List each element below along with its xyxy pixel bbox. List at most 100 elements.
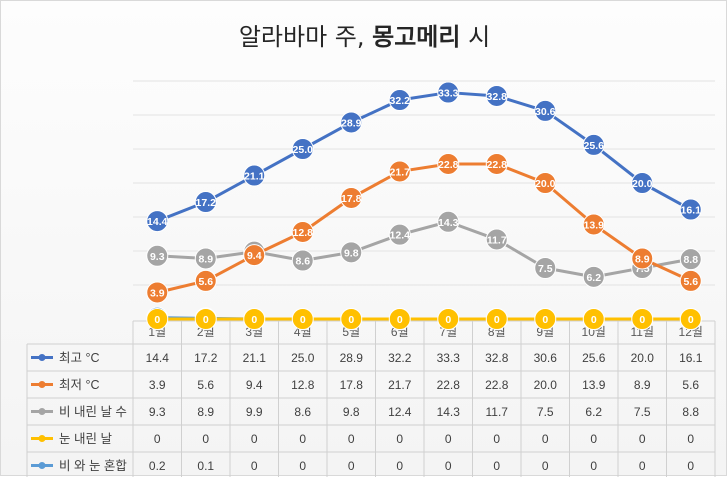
table-value: 8.9 [634,378,651,392]
table-value: 30.6 [534,351,558,365]
data-label: 21.1 [244,171,265,183]
table-value: 0 [590,432,597,446]
data-label: 30.6 [535,106,556,118]
data-marker [194,269,217,292]
data-marker [291,138,314,160]
data-marker [679,248,702,271]
data-marker [485,228,508,251]
table-value: 28.9 [340,351,364,365]
table-value: 0 [687,432,694,446]
table-value: 0 [154,432,161,446]
data-label: 12.8 [293,227,314,239]
chart-title-city: 몽고메리 [372,23,461,51]
data-marker [679,269,702,292]
table-value: 0 [445,459,452,473]
data-marker [485,152,508,175]
table-value: 8.8 [682,405,699,419]
data-label: 16.1 [681,205,702,217]
data-marker [243,164,266,187]
table-value: 5.6 [682,378,699,392]
data-marker [340,186,363,209]
data-label: 25.6 [584,140,605,152]
data-marker [388,89,411,112]
table-value: 0 [202,432,209,446]
data-label: 9.3 [150,251,165,263]
data-marker [340,308,363,330]
data-marker [534,257,557,279]
series-name: 비 와 눈 혼합 [59,459,127,473]
table-value: 0 [639,432,646,446]
data-marker [679,308,702,330]
data-label: 0 [494,314,500,326]
data-label: 9.8 [344,247,359,259]
legend-key-marker [38,408,46,415]
legend-key-marker [38,462,46,469]
data-label: 22.8 [487,159,508,171]
series-name: 최저 °C [59,378,100,392]
data-marker [194,247,217,270]
table-value: 20.0 [631,351,655,365]
data-label: 0 [348,314,354,326]
data-marker [679,198,702,221]
data-label: 8.6 [295,256,310,268]
data-marker [388,308,411,330]
table-value: 3.9 [149,378,166,392]
data-label: 0 [639,314,645,326]
data-label: 7.5 [538,263,553,275]
table-value: 0.1 [197,459,214,473]
data-marker [631,247,654,270]
data-label: 13.9 [584,219,605,231]
table-value: 0 [396,432,403,446]
data-label: 17.2 [196,197,217,209]
table-value: 0 [396,459,403,473]
table-value: 9.9 [246,405,263,419]
data-marker [485,84,508,107]
table-value: 21.7 [388,378,412,392]
x-tick-label: 12월 [679,325,703,339]
data-label: 12.4 [390,230,411,242]
table-value: 22.8 [437,378,461,392]
data-label: 21.7 [390,166,411,178]
table-value: 14.4 [146,351,170,365]
table-value: 9.3 [149,405,166,419]
series-line [156,91,692,223]
x-tick-label: 10월 [582,325,606,339]
table-value: 5.6 [197,378,214,392]
data-label: 0 [397,314,403,326]
data-label: 0 [251,314,257,326]
data-marker [194,191,217,214]
data-marker [534,172,557,194]
table-value: 32.8 [485,351,509,365]
data-label: 20.0 [632,178,653,190]
table-value: 0 [251,432,258,446]
data-marker [146,210,169,233]
data-label: 0 [445,314,451,326]
data-label: 32.2 [390,95,411,107]
table-value: 0 [299,432,306,446]
table-value: 7.5 [634,405,651,419]
data-marker [388,223,411,246]
table-value: 13.9 [582,378,606,392]
table-value: 8.9 [197,405,214,419]
table-value: 9.8 [343,405,360,419]
table-value: 20.0 [534,378,558,392]
data-label: 32.8 [487,91,508,103]
data-marker [146,244,169,267]
data-marker [291,249,314,272]
table-value: 8.6 [294,405,311,419]
data-marker [437,210,460,233]
series-name: 눈 내린 날 [59,432,112,446]
legend-key-marker [38,381,46,388]
data-marker [146,308,169,330]
data-label: 0 [203,314,209,326]
table-value: 12.4 [388,405,412,419]
data-label: 0 [591,314,597,326]
table-value: 32.2 [388,351,412,365]
table-value: 25.0 [291,351,315,365]
data-label: 28.9 [341,117,362,129]
data-marker [534,99,557,122]
data-label: 22.8 [438,159,459,171]
table-value: 22.8 [485,378,509,392]
